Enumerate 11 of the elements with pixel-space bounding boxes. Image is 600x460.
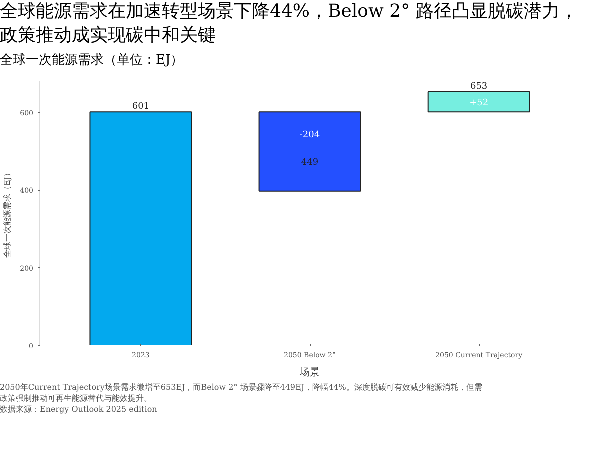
chart-subtitle: 全球一次能源需求（单位：EJ）: [0, 52, 184, 70]
y-axis-title: 全球一次能源需求（EJ）: [3, 168, 12, 258]
annotation: 449: [301, 158, 319, 168]
annotation: 653: [470, 82, 488, 92]
chart-title: 全球能源需求在加速转型场景下降44%，Below 2° 路径凸显脱碳潜力，政策推动成实现碳中和关键: [0, 0, 579, 48]
x-axis-title: 场景: [299, 366, 320, 378]
source-note: 数据来源：Energy Outlook 2025 edition: [0, 404, 158, 414]
data-label: +52: [470, 98, 489, 109]
data-label: -204: [300, 130, 320, 141]
data-label: 601: [132, 102, 150, 112]
text: 2050年Current Trajectory场景需求微增至653EJ，而Below 2° 场景骤降至449EJ，降幅44%。深度脱碳可有效减少能源消耗，但需政策强制推动可再生能源替代与能效提升。: [0, 383, 482, 403]
